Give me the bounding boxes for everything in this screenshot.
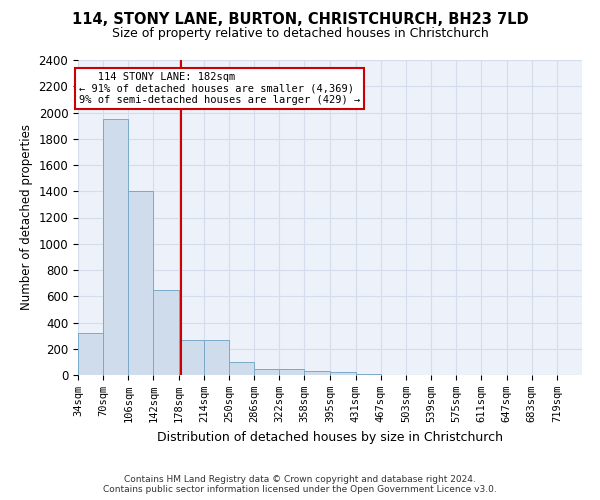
Bar: [229, 362, 254, 375]
Y-axis label: Number of detached properties: Number of detached properties: [20, 124, 33, 310]
Text: 114 STONY LANE: 182sqm
← 91% of detached houses are smaller (4,369)
9% of semi-d: 114 STONY LANE: 182sqm ← 91% of detached…: [79, 72, 360, 105]
Bar: [78, 333, 103, 375]
Bar: [179, 340, 204, 375]
Bar: [331, 372, 356, 375]
Bar: [128, 191, 154, 375]
Bar: [154, 290, 179, 375]
Bar: [280, 369, 304, 375]
Text: Contains HM Land Registry data © Crown copyright and database right 2024.
Contai: Contains HM Land Registry data © Crown c…: [103, 474, 497, 494]
Text: Size of property relative to detached houses in Christchurch: Size of property relative to detached ho…: [112, 28, 488, 40]
Bar: [304, 371, 331, 375]
Text: 114, STONY LANE, BURTON, CHRISTCHURCH, BH23 7LD: 114, STONY LANE, BURTON, CHRISTCHURCH, B…: [71, 12, 529, 28]
Bar: [103, 119, 128, 375]
Bar: [254, 369, 280, 375]
Bar: [204, 340, 229, 375]
Bar: [356, 374, 380, 375]
X-axis label: Distribution of detached houses by size in Christchurch: Distribution of detached houses by size …: [157, 430, 503, 444]
